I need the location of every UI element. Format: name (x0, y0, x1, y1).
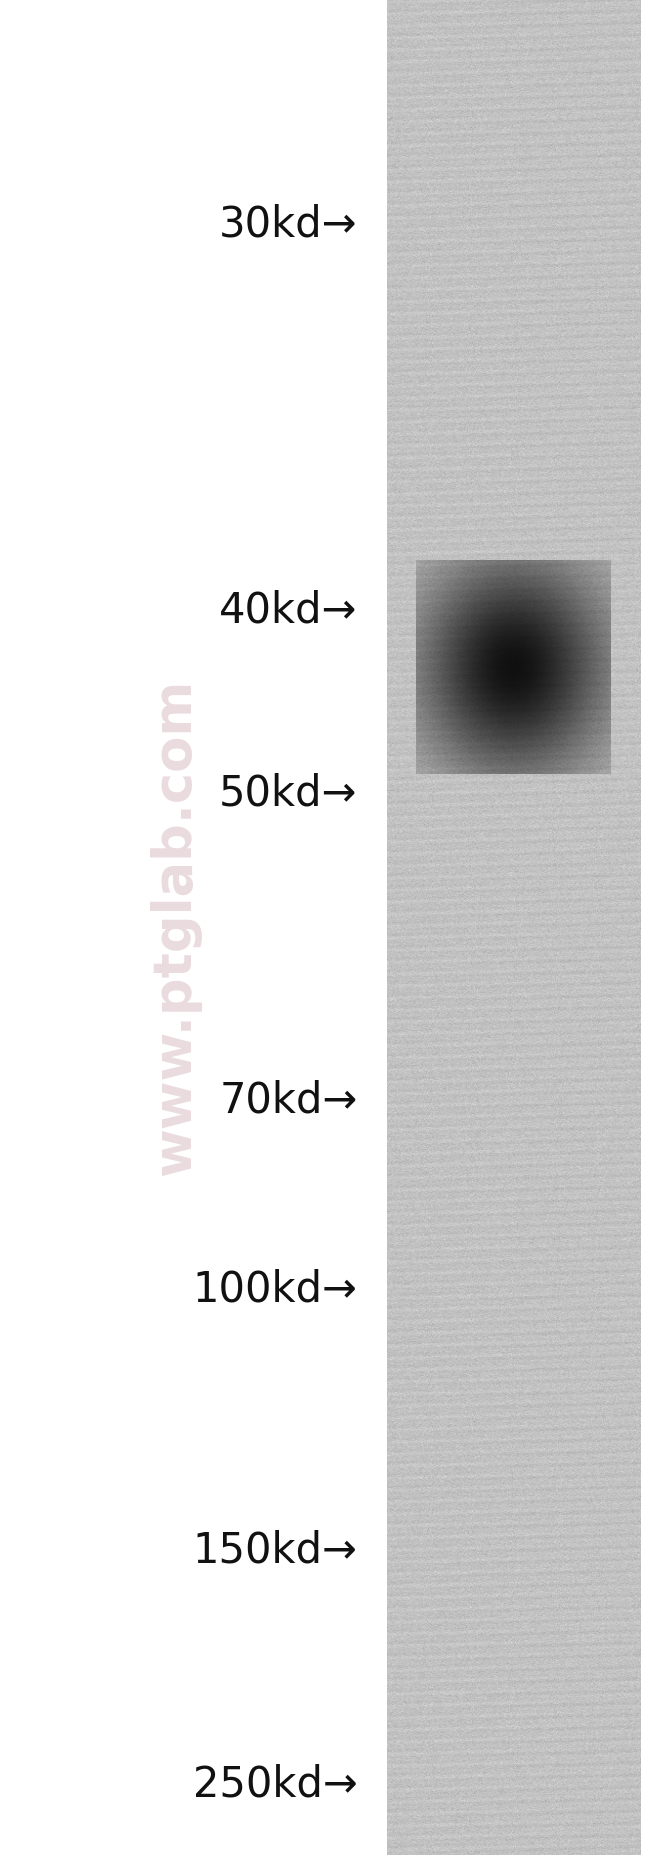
Text: 50kd→: 50kd→ (219, 774, 358, 814)
Text: 250kd→: 250kd→ (193, 1764, 358, 1805)
Text: 30kd→: 30kd→ (219, 204, 358, 245)
Text: www.ptglab.com: www.ptglab.com (150, 679, 202, 1176)
Text: 40kd→: 40kd→ (219, 590, 358, 631)
Text: 100kd→: 100kd→ (192, 1269, 358, 1310)
Text: 150kd→: 150kd→ (192, 1530, 358, 1571)
Text: 70kd→: 70kd→ (219, 1080, 358, 1120)
Bar (387, 0, 640, 1855)
